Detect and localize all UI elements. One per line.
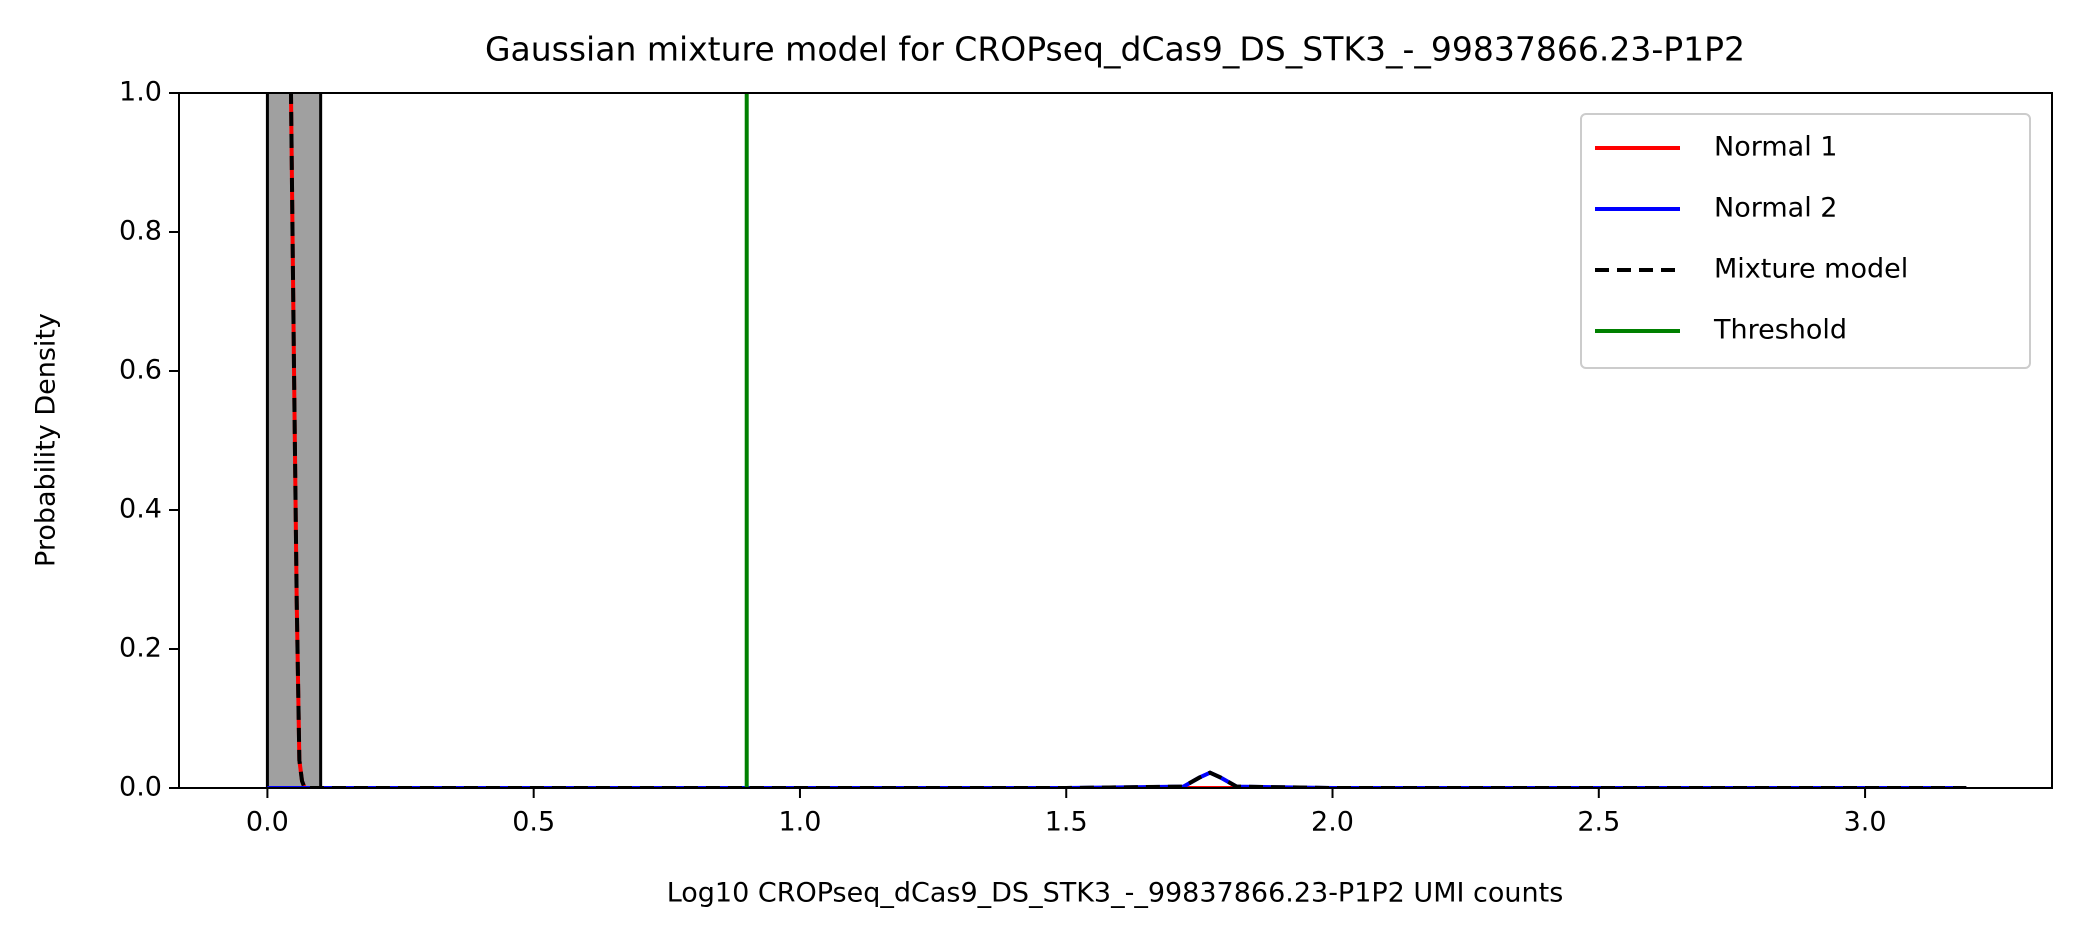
- y-tick-label: 0.6: [119, 355, 162, 386]
- plot-frame: [178, 92, 2053, 789]
- legend-label: Normal 2: [1714, 193, 1837, 224]
- y-tick-label: 0.8: [119, 216, 162, 247]
- x-tick-label: 0.0: [246, 807, 289, 838]
- legend-box: [1580, 113, 2031, 369]
- x-tick-label: 3.0: [1844, 807, 1887, 838]
- x-tick-label: 0.5: [512, 807, 555, 838]
- legend-label: Threshold: [1713, 315, 1847, 346]
- y-tick-label: 0.0: [119, 772, 162, 803]
- y-tick-label: 0.2: [119, 633, 162, 664]
- x-tick-label: 1.0: [778, 807, 821, 838]
- legend-label: Mixture model: [1714, 254, 1908, 285]
- y-tick-label: 1.0: [119, 77, 162, 108]
- y-axis-label: Probability Density: [31, 313, 62, 567]
- x-tick-label: 2.0: [1311, 807, 1354, 838]
- legend-label: Normal 1: [1714, 132, 1837, 163]
- x-tick-label: 2.5: [1577, 807, 1620, 838]
- chart-title: Gaussian mixture model for CROPseq_dCas9…: [485, 30, 1745, 69]
- x-tick-label: 1.5: [1045, 807, 1088, 838]
- x-axis-label: Log10 CROPseq_dCas9_DS_STK3_-_99837866.2…: [667, 878, 1564, 909]
- y-tick-label: 0.4: [119, 494, 162, 525]
